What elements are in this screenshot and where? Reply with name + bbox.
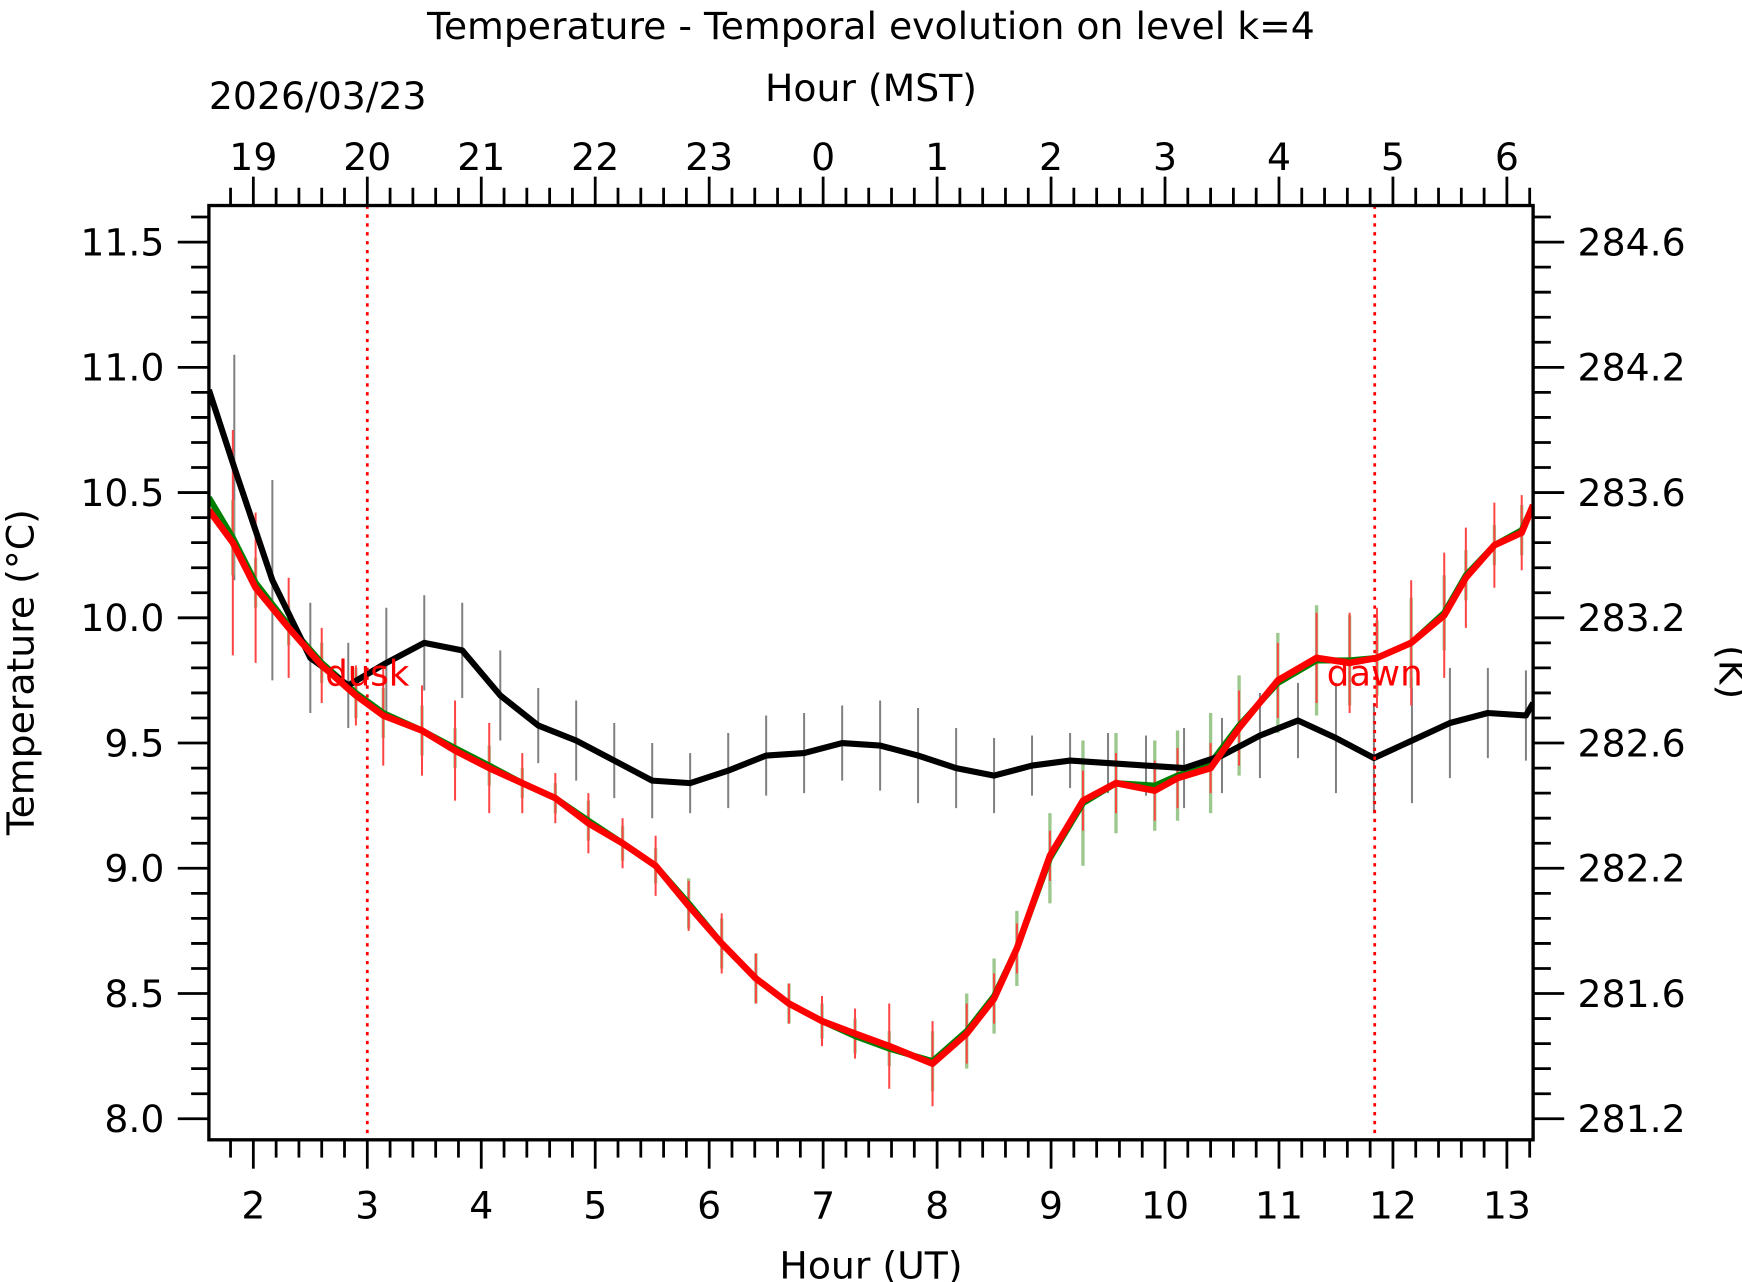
x2-tick-label: 6 — [1495, 135, 1519, 179]
series-line — [208, 503, 1534, 1067]
annotation-label-dawn: dawn — [1327, 653, 1423, 694]
y2-tick-label: 281.2 — [1578, 1097, 1686, 1141]
y-tick-label: 8.5 — [104, 972, 164, 1016]
y2-tick-label: 283.2 — [1578, 596, 1686, 640]
x-tick-label: 9 — [1039, 1184, 1063, 1228]
x2-tick-label: 5 — [1381, 135, 1405, 179]
y2-tick-label: 282.6 — [1578, 721, 1686, 765]
x2-tick-label: 1 — [925, 135, 949, 179]
x-tick-label: 12 — [1369, 1184, 1417, 1228]
x-tick-label: 10 — [1141, 1184, 1189, 1228]
x-tick-label: 7 — [811, 1184, 835, 1228]
x-tick-label: 13 — [1483, 1184, 1531, 1228]
y-tick-label: 11.5 — [80, 220, 164, 264]
x-tick-label: 5 — [583, 1184, 607, 1228]
plot-frame — [207, 203, 1535, 1142]
x-tick-label: 4 — [469, 1184, 493, 1228]
x2-tick-label: 22 — [571, 135, 619, 179]
x2-tick-label: 3 — [1153, 135, 1177, 179]
top-axis-label: Hour (MST) — [765, 66, 977, 110]
annotations: dusk dawn — [325, 205, 1423, 1140]
y2-tick-label: 284.2 — [1578, 346, 1686, 390]
x2-tick-label: 4 — [1267, 135, 1291, 179]
x2-tick-label: 20 — [343, 135, 391, 179]
annotation-label-dusk: dusk — [325, 653, 410, 694]
x2-tick-label: 2 — [1039, 135, 1063, 179]
y2-tick-label: 281.6 — [1578, 972, 1686, 1016]
x-axis-label: Hour (UT) — [779, 1244, 962, 1282]
x2-tick-label: 0 — [811, 135, 835, 179]
y-tick-label: 10.0 — [80, 596, 164, 640]
y2-tick-label: 283.6 — [1578, 471, 1686, 515]
x-tick-label: 8 — [925, 1184, 949, 1228]
x-tick-label: 6 — [697, 1184, 721, 1228]
y-tick-label: 10.5 — [80, 471, 164, 515]
y-tick-label: 11.0 — [80, 346, 164, 390]
x2-tick-label: 21 — [457, 135, 505, 179]
y-tick-label: 9.0 — [104, 847, 164, 891]
x-tick-label: 3 — [355, 1184, 379, 1228]
y-axis-label: Temperature (°C) — [0, 509, 42, 836]
x2-tick-label: 19 — [229, 135, 277, 179]
y-tick-label: 9.5 — [104, 721, 164, 765]
x-tick-label: 11 — [1255, 1184, 1303, 1228]
x-tick-label: 2 — [241, 1184, 265, 1228]
y2-tick-label: 284.6 — [1578, 220, 1686, 264]
y2-tick-label: 282.2 — [1578, 847, 1686, 891]
date-label: 2026/03/23 — [209, 74, 427, 118]
y2-axis-label: (K) — [1711, 645, 1742, 699]
plot-area — [208, 354, 1534, 1107]
y-tick-label: 8.0 — [104, 1097, 164, 1141]
series-line — [208, 496, 1534, 1065]
x2-tick-label: 23 — [685, 135, 733, 179]
chart-title: Temperature - Temporal evolution on leve… — [426, 4, 1315, 48]
